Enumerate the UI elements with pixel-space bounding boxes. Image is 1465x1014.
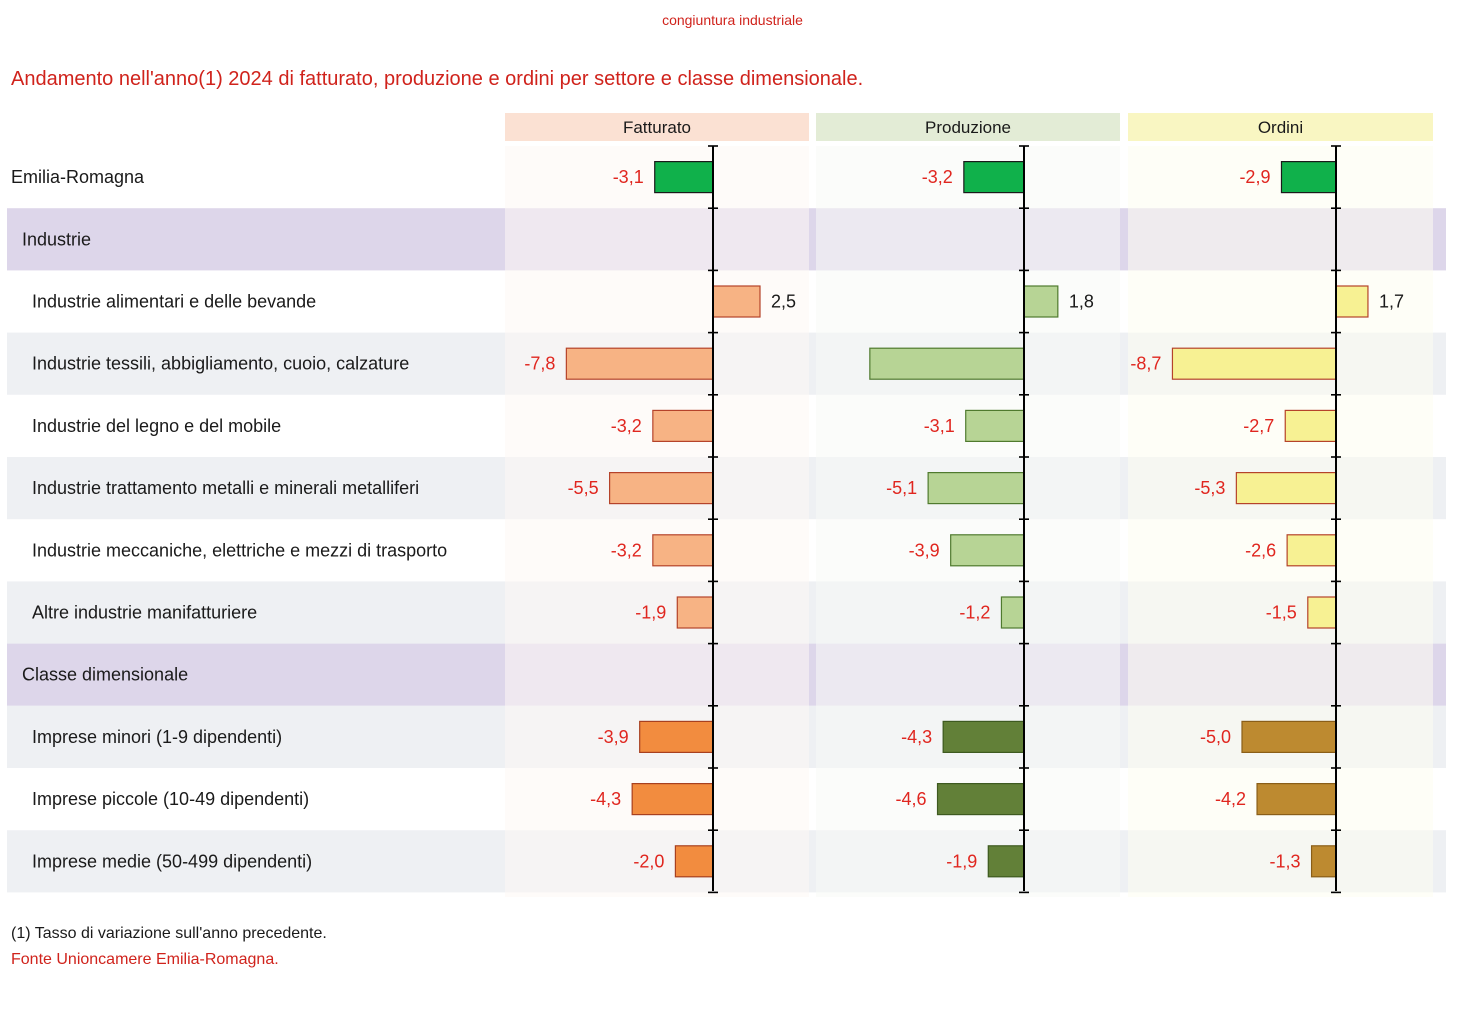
row-label: Industrie del legno e del mobile — [32, 416, 281, 436]
source-note: Fonte Unioncamere Emilia-Romagna. — [11, 951, 279, 968]
value-label-produzione: 1,8 — [1069, 292, 1094, 312]
bar-produzione — [963, 161, 1025, 194]
panel-header-ordini: Ordini — [1258, 118, 1303, 137]
bar-fatturato — [674, 845, 714, 878]
value-label-produzione: -5,1 — [886, 478, 917, 498]
bar-ordini — [1235, 472, 1337, 505]
value-label-ordini: -2,7 — [1243, 416, 1274, 436]
value-label-ordini: 1,7 — [1379, 292, 1404, 312]
panel-background-fatturato — [505, 146, 809, 897]
row-label: Imprese minori (1-9 dipendenti) — [32, 727, 282, 747]
bar-ordini — [1280, 161, 1337, 194]
value-label-fatturato: -7,8 — [524, 354, 555, 374]
value-label-produzione: -1,9 — [946, 851, 977, 871]
row-label: Industrie — [22, 229, 91, 249]
panel-header-fatturato: Fatturato — [623, 118, 691, 137]
footnote: (1) Tasso di variazione sull'anno preced… — [11, 925, 327, 942]
bar-ordini — [1241, 720, 1337, 754]
bar-fatturato — [712, 285, 761, 318]
bar-ordini — [1256, 782, 1337, 816]
value-label-produzione: -4,3 — [901, 727, 932, 747]
zero-axes — [708, 145, 1341, 894]
bar-ordini — [1284, 409, 1337, 442]
bar-produzione — [950, 534, 1025, 567]
panel-background-ordini — [1128, 146, 1433, 897]
bars — [565, 161, 1369, 878]
bar-produzione — [869, 347, 1025, 380]
bar-ordini — [1307, 596, 1337, 629]
panel-headers: Fatturato Produzione Ordini — [505, 113, 1433, 141]
row-label: Industrie alimentari e delle bevande — [32, 292, 316, 312]
panel-background-produzione — [816, 146, 1120, 897]
value-labels: -3,1 2,5 -7,8 -3,2 -5,5 -3,2 -1,9 -3,9 -4,3 -2,0 -… — [524, 167, 1404, 871]
row-label: Industrie tessili, abbigliamento, cuoio,… — [32, 354, 409, 374]
value-label-ordini: -2,6 — [1245, 540, 1276, 560]
panel-header-bg-produzione — [816, 113, 1120, 141]
value-label-fatturato: 2,5 — [771, 292, 796, 312]
row-label: Industrie trattamento metalli e minerali… — [32, 478, 419, 498]
bar-produzione — [987, 845, 1025, 878]
value-label-fatturato: -2,0 — [633, 851, 664, 871]
bar-fatturato — [608, 472, 714, 505]
row-label: Imprese medie (50-499 dipendenti) — [32, 851, 312, 871]
value-label-ordini: -1,3 — [1270, 851, 1301, 871]
bar-produzione — [927, 472, 1025, 505]
value-label-ordini: -8,7 — [1130, 354, 1161, 374]
bar-produzione — [936, 782, 1025, 816]
bar-ordini — [1171, 347, 1337, 380]
bar-fatturato — [652, 409, 714, 442]
row-label: Altre industrie manifatturiere — [32, 603, 257, 623]
value-label-ordini: -4,2 — [1215, 789, 1246, 809]
bar-fatturato — [652, 534, 714, 567]
bar-fatturato — [676, 596, 714, 629]
row-label: Emilia-Romagna — [11, 167, 145, 187]
value-label-produzione: -4,6 — [895, 789, 926, 809]
value-label-produzione: -3,1 — [924, 416, 955, 436]
value-label-fatturato: -4,3 — [590, 789, 621, 809]
value-label-produzione: -3,9 — [909, 540, 940, 560]
value-label-produzione: -3,2 — [922, 167, 953, 187]
bar-ordini — [1335, 285, 1369, 318]
panel-header-produzione: Produzione — [925, 118, 1011, 137]
value-label-ordini: -5,0 — [1200, 727, 1231, 747]
row-labels: Emilia-Romagna Industrie Industrie aliment… — [11, 167, 447, 871]
value-label-fatturato: -3,1 — [613, 167, 644, 187]
bar-produzione — [1000, 596, 1025, 629]
chart-title: Andamento nell'anno(1) 2024 di fatturato… — [11, 68, 864, 90]
value-label-ordini: -1,5 — [1266, 603, 1297, 623]
bar-produzione — [965, 409, 1025, 442]
value-label-fatturato: -3,2 — [611, 540, 642, 560]
bar-ordini — [1286, 534, 1337, 567]
bar-fatturato — [631, 782, 714, 816]
bar-ordini — [1310, 845, 1337, 878]
value-label-produzione: -1,2 — [959, 603, 990, 623]
value-label-ordini: -2,9 — [1239, 167, 1270, 187]
panel-header-bg-fatturato — [505, 113, 809, 141]
value-label-fatturato: -3,2 — [611, 416, 642, 436]
value-label-fatturato: -1,9 — [635, 603, 666, 623]
row-label: Classe dimensionale — [22, 665, 188, 685]
row-label: Industrie meccaniche, elettriche e mezzi… — [32, 540, 447, 560]
row-label: Imprese piccole (10-49 dipendenti) — [32, 789, 309, 809]
value-label-ordini: -5,3 — [1194, 478, 1225, 498]
panel-header-bg-ordini — [1128, 113, 1433, 141]
bar-fatturato — [654, 161, 714, 194]
bar-fatturato — [639, 720, 714, 754]
value-label-fatturato: -3,9 — [598, 727, 629, 747]
bar-produzione — [1023, 285, 1059, 318]
bar-fatturato — [565, 347, 714, 380]
bar-produzione — [942, 720, 1025, 754]
value-label-fatturato: -5,5 — [568, 478, 599, 498]
panel-backgrounds — [505, 146, 1433, 897]
section-tag: congiuntura industriale — [662, 12, 803, 28]
